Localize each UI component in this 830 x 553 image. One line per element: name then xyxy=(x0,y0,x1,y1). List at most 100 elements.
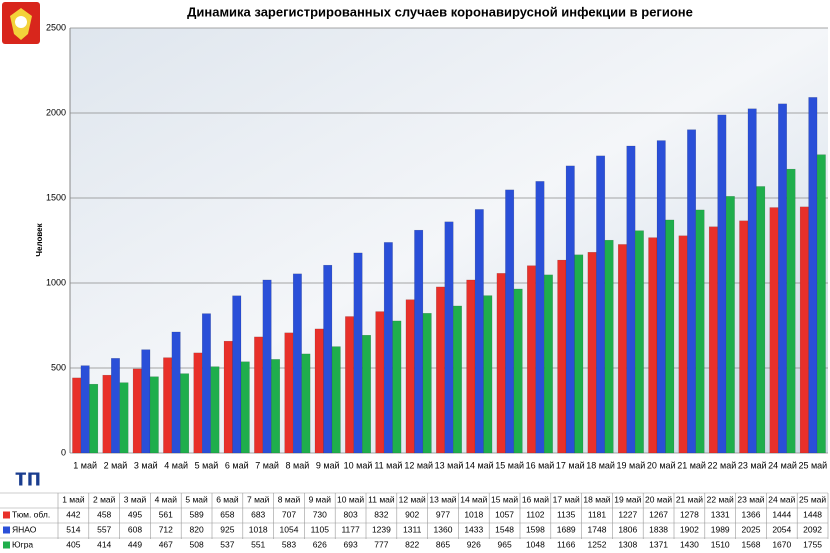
table-header: 25 май xyxy=(799,494,826,504)
bar xyxy=(483,295,493,454)
bar xyxy=(527,265,536,454)
table-cell: 1366 xyxy=(742,509,761,519)
table-header: 8 май xyxy=(278,494,301,504)
bar xyxy=(331,346,341,454)
table-cell: 820 xyxy=(190,524,204,534)
bar xyxy=(648,237,658,454)
bar xyxy=(474,209,484,454)
bar xyxy=(786,168,796,454)
legend-label: Тюм. обл. xyxy=(12,509,50,519)
bar xyxy=(72,377,82,454)
x-tick-label: 14 май xyxy=(465,460,494,470)
bar xyxy=(604,239,614,454)
table-cell: 1838 xyxy=(649,524,668,534)
table-header: 14 май xyxy=(460,494,487,504)
table-cell: 926 xyxy=(467,539,481,549)
table-header: 12 май xyxy=(399,494,426,504)
x-tick-label: 12 май xyxy=(404,460,433,470)
x-tick-label: 9 май xyxy=(316,460,340,470)
bar xyxy=(436,286,445,454)
table-cell: 2054 xyxy=(772,524,791,534)
table-cell: 730 xyxy=(313,509,327,519)
bar xyxy=(111,358,120,454)
table-cell: 1331 xyxy=(711,509,730,519)
bar xyxy=(505,189,515,454)
x-tick-label: 5 май xyxy=(195,460,219,470)
bar xyxy=(141,349,151,454)
table-cell: 1057 xyxy=(495,509,514,519)
bar xyxy=(739,220,749,454)
bar xyxy=(223,340,233,454)
legend-swatch xyxy=(3,526,10,534)
table-cell: 442 xyxy=(66,509,80,519)
table-cell: 1360 xyxy=(434,524,453,534)
table-cell: 1105 xyxy=(311,524,330,534)
x-tick-label: 7 май xyxy=(255,460,279,470)
x-tick-label: 19 май xyxy=(617,460,646,470)
table-cell: 1902 xyxy=(680,524,699,534)
table-header: 20 май xyxy=(645,494,672,504)
table-cell: 514 xyxy=(66,524,80,534)
table-cell: 1444 xyxy=(772,509,791,519)
bar xyxy=(383,242,393,454)
table-header: 18 май xyxy=(583,494,610,504)
bar xyxy=(422,313,432,454)
bar xyxy=(656,140,666,454)
table-cell: 414 xyxy=(97,539,111,549)
table-cell: 1433 xyxy=(464,524,483,534)
bar xyxy=(756,186,766,454)
bar xyxy=(565,165,575,454)
x-tick-label: 25 май xyxy=(798,460,827,470)
emblem xyxy=(2,2,40,44)
bar xyxy=(405,299,415,454)
x-tick-label: 21 май xyxy=(677,460,706,470)
table-cell: 1448 xyxy=(803,509,822,519)
bar xyxy=(717,114,727,454)
bar xyxy=(102,374,112,454)
table-header: 3 май xyxy=(124,494,147,504)
bar xyxy=(80,365,90,454)
bar xyxy=(816,154,826,454)
table-cell: 467 xyxy=(159,539,173,549)
y-tick-label: 500 xyxy=(51,362,66,372)
y-tick-label: 1500 xyxy=(46,192,66,202)
table-cell: 832 xyxy=(374,509,388,519)
bar xyxy=(89,383,99,454)
bar xyxy=(284,332,294,454)
x-tick-label: 23 май xyxy=(738,460,767,470)
bar xyxy=(725,196,735,454)
bar xyxy=(314,328,324,454)
table-header: 19 май xyxy=(614,494,641,504)
bar xyxy=(574,254,584,454)
bar xyxy=(362,334,371,454)
bar xyxy=(747,108,757,454)
bar xyxy=(708,226,718,454)
table-cell: 405 xyxy=(66,539,80,549)
table-header: 11 май xyxy=(368,494,395,504)
bar xyxy=(808,97,818,454)
table-header: 23 май xyxy=(737,494,764,504)
bar xyxy=(557,259,567,454)
bar xyxy=(466,279,476,454)
table-cell: 658 xyxy=(220,509,234,519)
bar xyxy=(232,295,242,454)
table-cell: 712 xyxy=(159,524,173,534)
bar xyxy=(626,145,636,454)
table-cell: 449 xyxy=(128,539,142,549)
x-tick-label: 13 май xyxy=(435,460,464,470)
bar xyxy=(149,376,159,454)
table-cell: 557 xyxy=(97,524,111,534)
table-cell: 2092 xyxy=(803,524,822,534)
table-header: 4 май xyxy=(155,494,178,504)
bar xyxy=(132,368,142,454)
y-tick-label: 2500 xyxy=(46,22,66,32)
bar xyxy=(444,221,454,454)
x-tick-label: 4 май xyxy=(164,460,188,470)
table-header: 15 май xyxy=(491,494,518,504)
bar xyxy=(513,288,523,454)
table-cell: 1267 xyxy=(649,509,668,519)
legend-swatch xyxy=(3,541,10,549)
table-cell: 608 xyxy=(128,524,142,534)
table-cell: 1755 xyxy=(803,539,822,549)
